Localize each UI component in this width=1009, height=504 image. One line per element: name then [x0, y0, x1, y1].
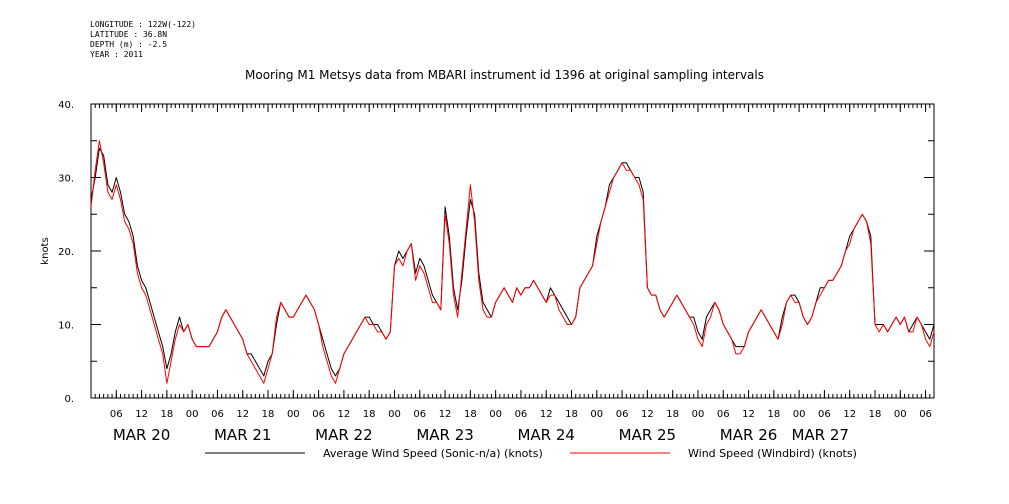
y-axis-label: knots	[40, 237, 51, 264]
x-tick-label: 18	[363, 409, 376, 420]
x-tick-label: 00	[388, 409, 401, 420]
x-tick-label: 06	[515, 409, 528, 420]
x-tick-label: 18	[666, 409, 679, 420]
x-day-label: MAR 20	[113, 426, 170, 444]
x-tick-label: 06	[211, 409, 224, 420]
x-tick-label: 00	[287, 409, 300, 420]
chart-title: Mooring M1 Metsys data from MBARI instru…	[245, 68, 764, 82]
x-tick-label: 12	[135, 409, 148, 420]
x-tick-label: 12	[641, 409, 654, 420]
plot-frame	[90, 103, 935, 399]
x-tick-label: 06	[717, 409, 730, 420]
metadata-block: LONGITUDE : 122W(-122) LATITUDE : 36.8N …	[90, 20, 196, 60]
x-tick-label: 06	[616, 409, 629, 420]
x-day-label: MAR 25	[619, 426, 676, 444]
x-tick-label: 12	[338, 409, 351, 420]
x-tick-label: 00	[894, 409, 907, 420]
x-tick-label: 00	[489, 409, 502, 420]
x-tick-label: 12	[742, 409, 755, 420]
series-line-windbird-wind-speed	[90, 140, 935, 384]
x-tick-label: 18	[767, 409, 780, 420]
x-tick-label: 06	[919, 409, 932, 420]
x-tick-label: 06	[312, 409, 325, 420]
longitude-text: LONGITUDE : 122W(-122)	[90, 20, 196, 29]
x-tick-label: 06	[413, 409, 426, 420]
x-tick-label: 00	[590, 409, 603, 420]
year-text: YEAR : 2011	[90, 50, 143, 59]
x-tick-label: 18	[262, 409, 275, 420]
x-tick-label: 06	[110, 409, 123, 420]
x-tick-label: 18	[565, 409, 578, 420]
legend-label-windbird: Wind Speed (Windbird) (knots)	[688, 447, 857, 460]
x-day-label: MAR 26	[720, 426, 777, 444]
x-tick-label: 00	[793, 409, 806, 420]
y-tick-label: 20.	[58, 247, 74, 258]
x-day-label: MAR 21	[214, 426, 271, 444]
x-tick-label: 18	[464, 409, 477, 420]
x-tick-label: 12	[540, 409, 553, 420]
x-day-label: MAR 23	[416, 426, 473, 444]
x-tick-label: 12	[236, 409, 249, 420]
depth-text: DEPTH (m) : -2.5	[90, 40, 168, 49]
latitude-text: LATITUDE : 36.8N	[90, 30, 168, 39]
y-tick-label: 30.	[58, 174, 74, 185]
x-tick-label: 00	[186, 409, 199, 420]
y-tick-label: 0.	[64, 394, 74, 405]
x-tick-label: 06	[818, 409, 831, 420]
series-line-average-wind-speed	[90, 147, 935, 377]
legend-label-average: Average Wind Speed (Sonic-n/a) (knots)	[323, 447, 543, 460]
x-day-label: MAR 24	[517, 426, 574, 444]
x-day-label: MAR 27	[791, 426, 848, 444]
x-day-label: MAR 22	[315, 426, 372, 444]
x-tick-label: 18	[869, 409, 882, 420]
x-tick-label: 18	[161, 409, 174, 420]
x-tick-label: 12	[843, 409, 856, 420]
y-tick-label: 40.	[58, 100, 74, 111]
x-tick-label: 12	[439, 409, 452, 420]
x-tick-label: 00	[692, 409, 705, 420]
y-tick-label: 10.	[58, 321, 74, 332]
